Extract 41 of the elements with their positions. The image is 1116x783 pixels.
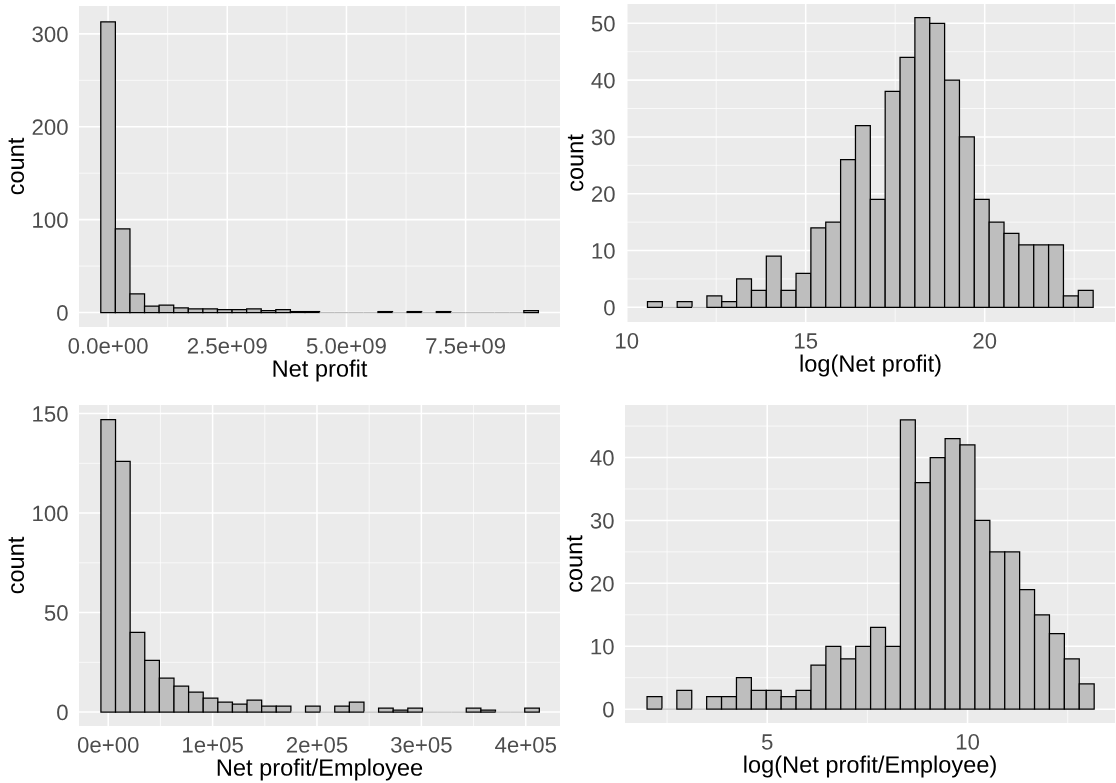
y-tick-label: 0 — [57, 305, 68, 321]
x-axis-title: Net profit/Employee — [217, 758, 423, 781]
y-tick-label: 100 — [33, 505, 68, 522]
y-axis-title: count — [567, 134, 584, 191]
y-tick-label: 200 — [32, 119, 68, 136]
y-tick-label: 40 — [591, 72, 615, 89]
y-tick-label: 30 — [591, 129, 615, 146]
x-axis-title: log(Net profit) — [800, 354, 941, 377]
y-tick-label: 0 — [604, 299, 615, 316]
x-tick-label: 10 — [956, 734, 980, 750]
y-tick-label: 300 — [32, 26, 68, 43]
x-tick-label: 0e+00 — [77, 737, 139, 753]
x-tick-label: 2.5e+09 — [187, 338, 267, 354]
y-axis-title: count — [8, 137, 25, 195]
y-tick-label: 20 — [590, 575, 614, 592]
y-tick-label: 10 — [592, 243, 615, 259]
x-tick-label: 7.5e+09 — [426, 338, 506, 354]
y-axis-title: count — [566, 535, 583, 592]
x-tick-label: 3e+05 — [391, 737, 452, 753]
x-tick-label: 10 — [616, 333, 639, 349]
x-axis-title: Net profit — [273, 359, 368, 382]
y-axis-title: count — [8, 536, 25, 594]
y-tick-label: 150 — [33, 406, 68, 422]
y-tick-label: 0 — [603, 701, 614, 718]
x-tick-label: 4e+05 — [495, 737, 557, 753]
x-tick-label: 0.0e+00 — [68, 338, 148, 354]
y-tick-label: 50 — [591, 15, 615, 32]
y-tick-label: 50 — [44, 605, 68, 621]
x-tick-label: 1e+05 — [183, 737, 243, 753]
x-tick-label: 2e+05 — [286, 737, 348, 753]
y-tick-label: 40 — [590, 450, 614, 466]
y-tick-label: 20 — [591, 186, 615, 202]
x-tick-label: 5 — [761, 734, 773, 750]
y-tick-label: 100 — [33, 212, 68, 228]
y-tick-label: 0 — [57, 704, 68, 721]
x-tick-label: 5.0e+09 — [306, 338, 386, 354]
x-tick-label: 20 — [973, 333, 997, 349]
x-axis-title: log(Net profit/Employee) — [744, 755, 996, 778]
y-tick-label: 10 — [591, 638, 614, 655]
x-tick-label: 15 — [795, 333, 818, 349]
y-tick-label: 30 — [590, 512, 614, 529]
